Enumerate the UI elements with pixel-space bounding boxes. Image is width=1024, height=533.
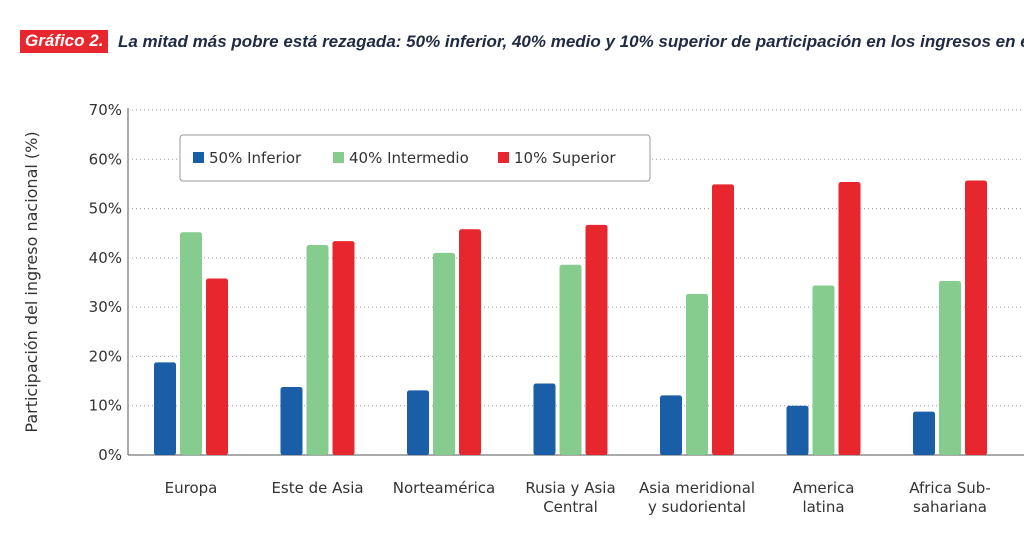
bar xyxy=(686,293,708,455)
bar xyxy=(459,229,481,455)
y-tick-label: 0% xyxy=(98,446,122,464)
x-tick-label: Este de Asia xyxy=(271,479,363,497)
x-tick-label: Africa Sub- xyxy=(909,479,991,497)
bar xyxy=(280,386,303,455)
bar xyxy=(533,383,556,455)
bar xyxy=(306,245,329,455)
x-tick-label: Asia meridional xyxy=(639,479,755,497)
y-tick-label: 30% xyxy=(89,298,122,316)
bar xyxy=(433,252,455,455)
y-tick-label: 40% xyxy=(89,249,122,267)
bar xyxy=(206,278,228,455)
x-tick-label: latina xyxy=(802,498,844,516)
bar xyxy=(585,224,608,455)
bar xyxy=(838,181,861,455)
legend-swatch xyxy=(498,152,509,163)
y-tick-label: 10% xyxy=(89,397,122,415)
y-tick-label: 60% xyxy=(89,150,122,168)
chart-title-row: Gráfico 2. La mitad más pobre está rezag… xyxy=(20,28,1024,80)
legend-label: 40% Intermedio xyxy=(349,149,469,167)
chart-title: La mitad más pobre está rezagada: 50% in… xyxy=(118,32,1024,51)
bar xyxy=(812,285,835,455)
bar xyxy=(965,180,987,455)
y-tick-label: 70% xyxy=(89,101,122,119)
legend-swatch xyxy=(333,152,344,163)
x-tick-label: Central xyxy=(543,498,598,516)
bar xyxy=(712,184,734,455)
legend-label: 10% Superior xyxy=(514,149,616,167)
x-tick-label: America xyxy=(793,479,855,497)
bar xyxy=(660,395,682,455)
x-tick-label: y sudoriental xyxy=(648,498,746,516)
bar xyxy=(939,281,961,455)
figure-badge: Gráfico 2. xyxy=(20,30,109,53)
bar xyxy=(154,362,176,455)
legend-swatch xyxy=(193,152,204,163)
y-axis-title: Participación del ingreso nacional (%) xyxy=(22,131,41,432)
bar xyxy=(559,264,582,455)
bar xyxy=(180,232,202,455)
y-tick-label: 50% xyxy=(89,200,122,218)
x-tick-label: Norteamérica xyxy=(393,479,495,497)
bar xyxy=(913,411,935,455)
bar xyxy=(407,390,429,455)
legend-box xyxy=(179,134,651,182)
x-tick-label: Rusia y Asia xyxy=(525,479,615,497)
bar xyxy=(786,405,809,455)
y-tick-label: 20% xyxy=(89,347,122,365)
x-tick-label: sahariana xyxy=(913,498,987,516)
bar xyxy=(332,241,355,455)
x-tick-label: Europa xyxy=(165,479,218,497)
legend-label: 50% Inferior xyxy=(209,149,302,167)
